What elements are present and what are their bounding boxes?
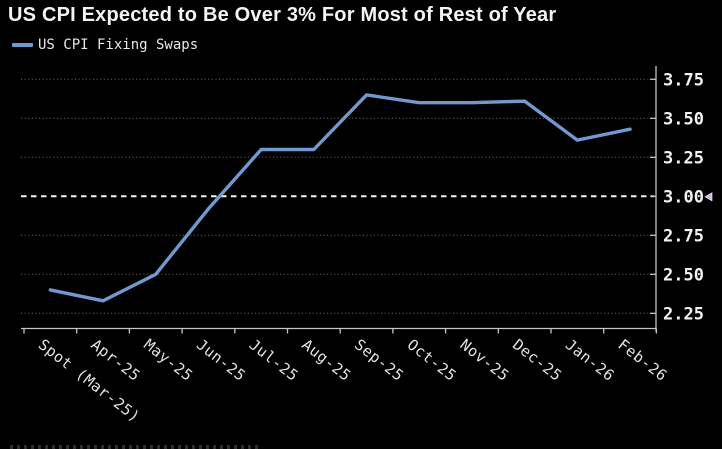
x-axis-label: Jan-26 bbox=[562, 335, 618, 384]
x-axis-label: May-25 bbox=[140, 335, 196, 384]
y-axis-label: 3.25 bbox=[663, 148, 704, 168]
legend-label: US CPI Fixing Swaps bbox=[38, 37, 199, 53]
y-axis-label: 3.75 bbox=[663, 70, 704, 90]
y-axis-label: 2.50 bbox=[663, 265, 704, 285]
y-axis-label: 3.00 bbox=[663, 187, 704, 207]
chart-title: US CPI Expected to Be Over 3% For Most o… bbox=[8, 4, 557, 26]
x-axis-label: Aug-25 bbox=[298, 335, 354, 384]
y-axis-label: 2.25 bbox=[663, 304, 704, 324]
y-axis-label: 2.75 bbox=[663, 226, 704, 246]
cpi-swaps-line bbox=[48, 93, 632, 303]
threshold-marker-icon bbox=[704, 192, 713, 202]
x-axis-label: Jul-25 bbox=[246, 335, 302, 384]
x-axis-label: Nov-25 bbox=[456, 335, 512, 384]
x-axis-label: Jun-25 bbox=[193, 335, 249, 384]
x-axis-label: Sep-25 bbox=[351, 335, 407, 384]
legend-line-swatch-icon bbox=[12, 43, 33, 47]
x-axis-label: Dec-25 bbox=[509, 335, 565, 384]
clipped-source-text bbox=[10, 445, 260, 449]
x-axis-label: Feb-26 bbox=[615, 335, 671, 384]
x-axis-label: Oct-25 bbox=[404, 335, 460, 384]
y-axis-label: 3.50 bbox=[663, 109, 704, 129]
legend: US CPI Fixing Swaps bbox=[12, 37, 198, 53]
